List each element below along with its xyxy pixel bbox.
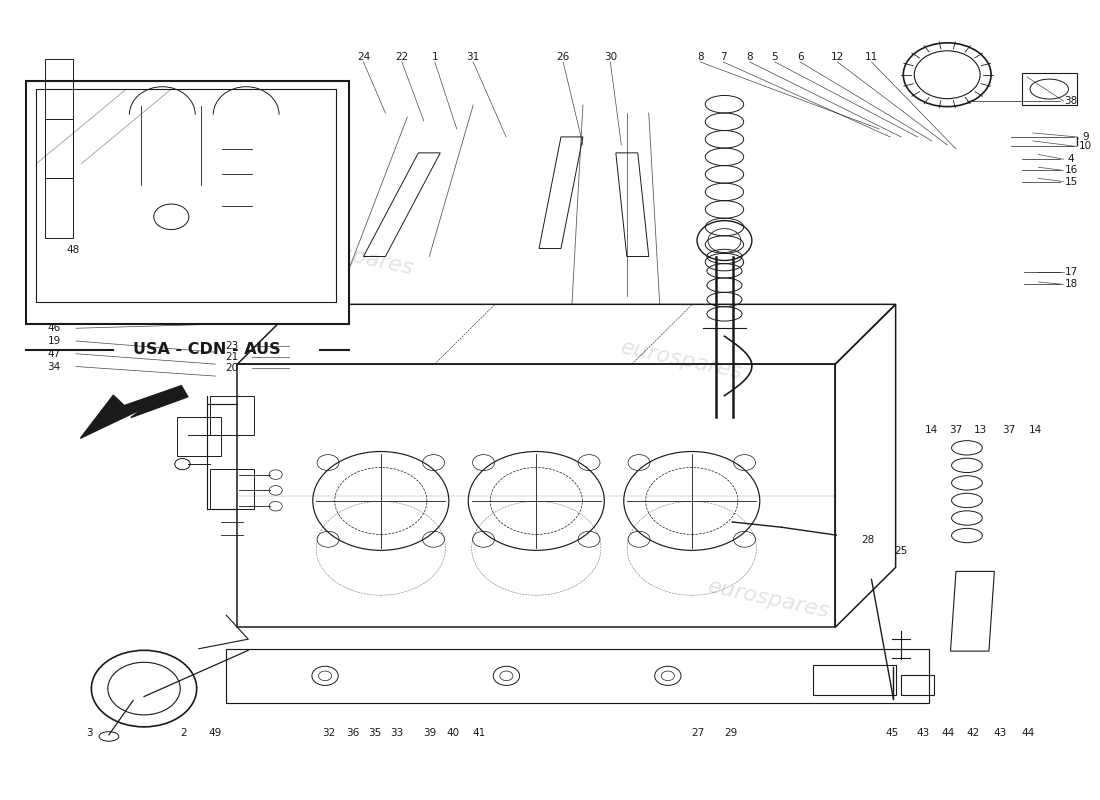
Text: 5: 5 bbox=[771, 52, 778, 62]
Text: 26: 26 bbox=[557, 52, 570, 62]
Text: 43: 43 bbox=[916, 728, 930, 738]
Text: 38: 38 bbox=[1065, 96, 1078, 106]
Text: 20: 20 bbox=[226, 363, 239, 373]
Text: 23: 23 bbox=[226, 341, 239, 350]
Text: 18: 18 bbox=[1065, 279, 1078, 290]
Text: 15: 15 bbox=[1065, 177, 1078, 186]
Text: 42: 42 bbox=[967, 728, 980, 738]
Text: 41: 41 bbox=[472, 728, 485, 738]
Text: 12: 12 bbox=[830, 52, 844, 62]
Text: 27: 27 bbox=[692, 728, 705, 738]
Text: 3: 3 bbox=[86, 728, 92, 738]
Text: 21: 21 bbox=[226, 352, 239, 362]
Text: 43: 43 bbox=[993, 728, 1007, 738]
Text: 9: 9 bbox=[1082, 132, 1089, 142]
Text: 47: 47 bbox=[47, 349, 60, 358]
Text: 8: 8 bbox=[747, 52, 754, 62]
Text: 32: 32 bbox=[321, 728, 336, 738]
Text: 29: 29 bbox=[725, 728, 738, 738]
Text: 2: 2 bbox=[180, 728, 187, 738]
Text: 46: 46 bbox=[47, 323, 60, 334]
Text: 17: 17 bbox=[1065, 267, 1078, 278]
Text: 24: 24 bbox=[356, 52, 370, 62]
Text: 39: 39 bbox=[422, 728, 436, 738]
Text: 14: 14 bbox=[925, 426, 938, 435]
Text: 35: 35 bbox=[367, 728, 381, 738]
Text: eurospares: eurospares bbox=[706, 577, 833, 622]
Text: 13: 13 bbox=[974, 426, 987, 435]
Text: 25: 25 bbox=[894, 546, 908, 557]
Text: 16: 16 bbox=[1065, 166, 1078, 175]
Text: 22: 22 bbox=[395, 52, 408, 62]
Text: 10: 10 bbox=[1079, 142, 1092, 151]
Text: 19: 19 bbox=[47, 336, 60, 346]
Text: 30: 30 bbox=[604, 52, 617, 62]
Text: 28: 28 bbox=[861, 534, 875, 545]
Text: 14: 14 bbox=[1028, 426, 1042, 435]
Polygon shape bbox=[80, 386, 188, 438]
Text: 1: 1 bbox=[431, 52, 438, 62]
Text: 34: 34 bbox=[47, 362, 60, 371]
Text: 33: 33 bbox=[389, 728, 403, 738]
Text: 11: 11 bbox=[865, 52, 878, 62]
FancyBboxPatch shape bbox=[25, 81, 349, 324]
Text: 36: 36 bbox=[345, 728, 359, 738]
Text: 6: 6 bbox=[796, 52, 803, 62]
Text: 7: 7 bbox=[720, 52, 727, 62]
Text: 44: 44 bbox=[1022, 728, 1035, 738]
Text: eurospares: eurospares bbox=[618, 338, 745, 383]
Text: 40: 40 bbox=[447, 728, 460, 738]
Text: 48: 48 bbox=[66, 245, 79, 255]
Text: 37: 37 bbox=[1002, 426, 1015, 435]
Text: 44: 44 bbox=[942, 728, 955, 738]
Text: eurospares: eurospares bbox=[289, 234, 416, 279]
Text: 4: 4 bbox=[1068, 154, 1075, 164]
Text: 31: 31 bbox=[466, 52, 480, 62]
Text: 49: 49 bbox=[209, 728, 222, 738]
Text: 8: 8 bbox=[697, 52, 704, 62]
Text: USA - CDN - AUS: USA - CDN - AUS bbox=[133, 342, 280, 358]
Text: 37: 37 bbox=[949, 426, 962, 435]
Text: 45: 45 bbox=[886, 728, 899, 738]
